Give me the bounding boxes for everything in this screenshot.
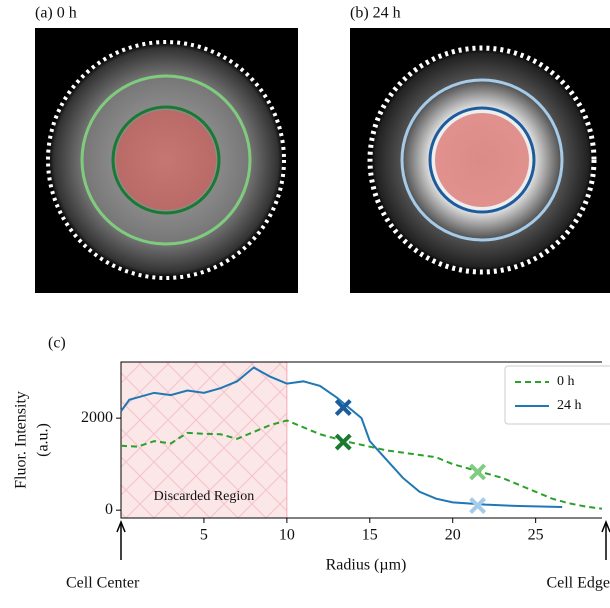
- panel-label: (c): [48, 335, 66, 352]
- image-a: [35, 28, 298, 293]
- legend-box: [504, 365, 610, 425]
- panel-label: (b) 24 h: [350, 5, 401, 22]
- arrow-head: [601, 519, 610, 533]
- annotation: Cell Center: [66, 575, 140, 592]
- annotation: Cell Edge: [546, 575, 610, 592]
- region-label: Discarded Region: [154, 489, 255, 504]
- y-tick-label: 2000: [81, 409, 113, 426]
- series-line: [120, 419, 603, 510]
- x-tick-label: 15: [362, 527, 378, 544]
- discarded-region: [121, 362, 287, 518]
- series-line: [120, 366, 563, 508]
- y-axis-label: Fluor. Intensity: [13, 391, 30, 489]
- marker: [334, 433, 352, 451]
- arrow-head: [116, 519, 126, 533]
- x-tick-label: 10: [279, 527, 295, 544]
- image-b: [350, 28, 610, 293]
- legend-label: 24 h: [557, 398, 582, 413]
- chart: Discarded Region 5 10 15 20 25 0 2000 Radius (µm…: [13, 361, 610, 592]
- x-tick-label: 20: [445, 527, 461, 544]
- y-axis-label: (a.u.): [35, 423, 52, 457]
- marker: [469, 497, 487, 514]
- x-axis-label: Radius (µm): [326, 557, 407, 574]
- marker: [469, 463, 487, 481]
- x-tick-label: 5: [200, 527, 208, 544]
- axes-frame: [120, 361, 602, 519]
- legend-label: 0 h: [557, 374, 575, 389]
- panel-label: (a) 0 h: [35, 5, 77, 22]
- y-tick-label: 0: [105, 501, 113, 518]
- x-tick-label: 25: [528, 527, 544, 544]
- marker: [334, 399, 352, 416]
